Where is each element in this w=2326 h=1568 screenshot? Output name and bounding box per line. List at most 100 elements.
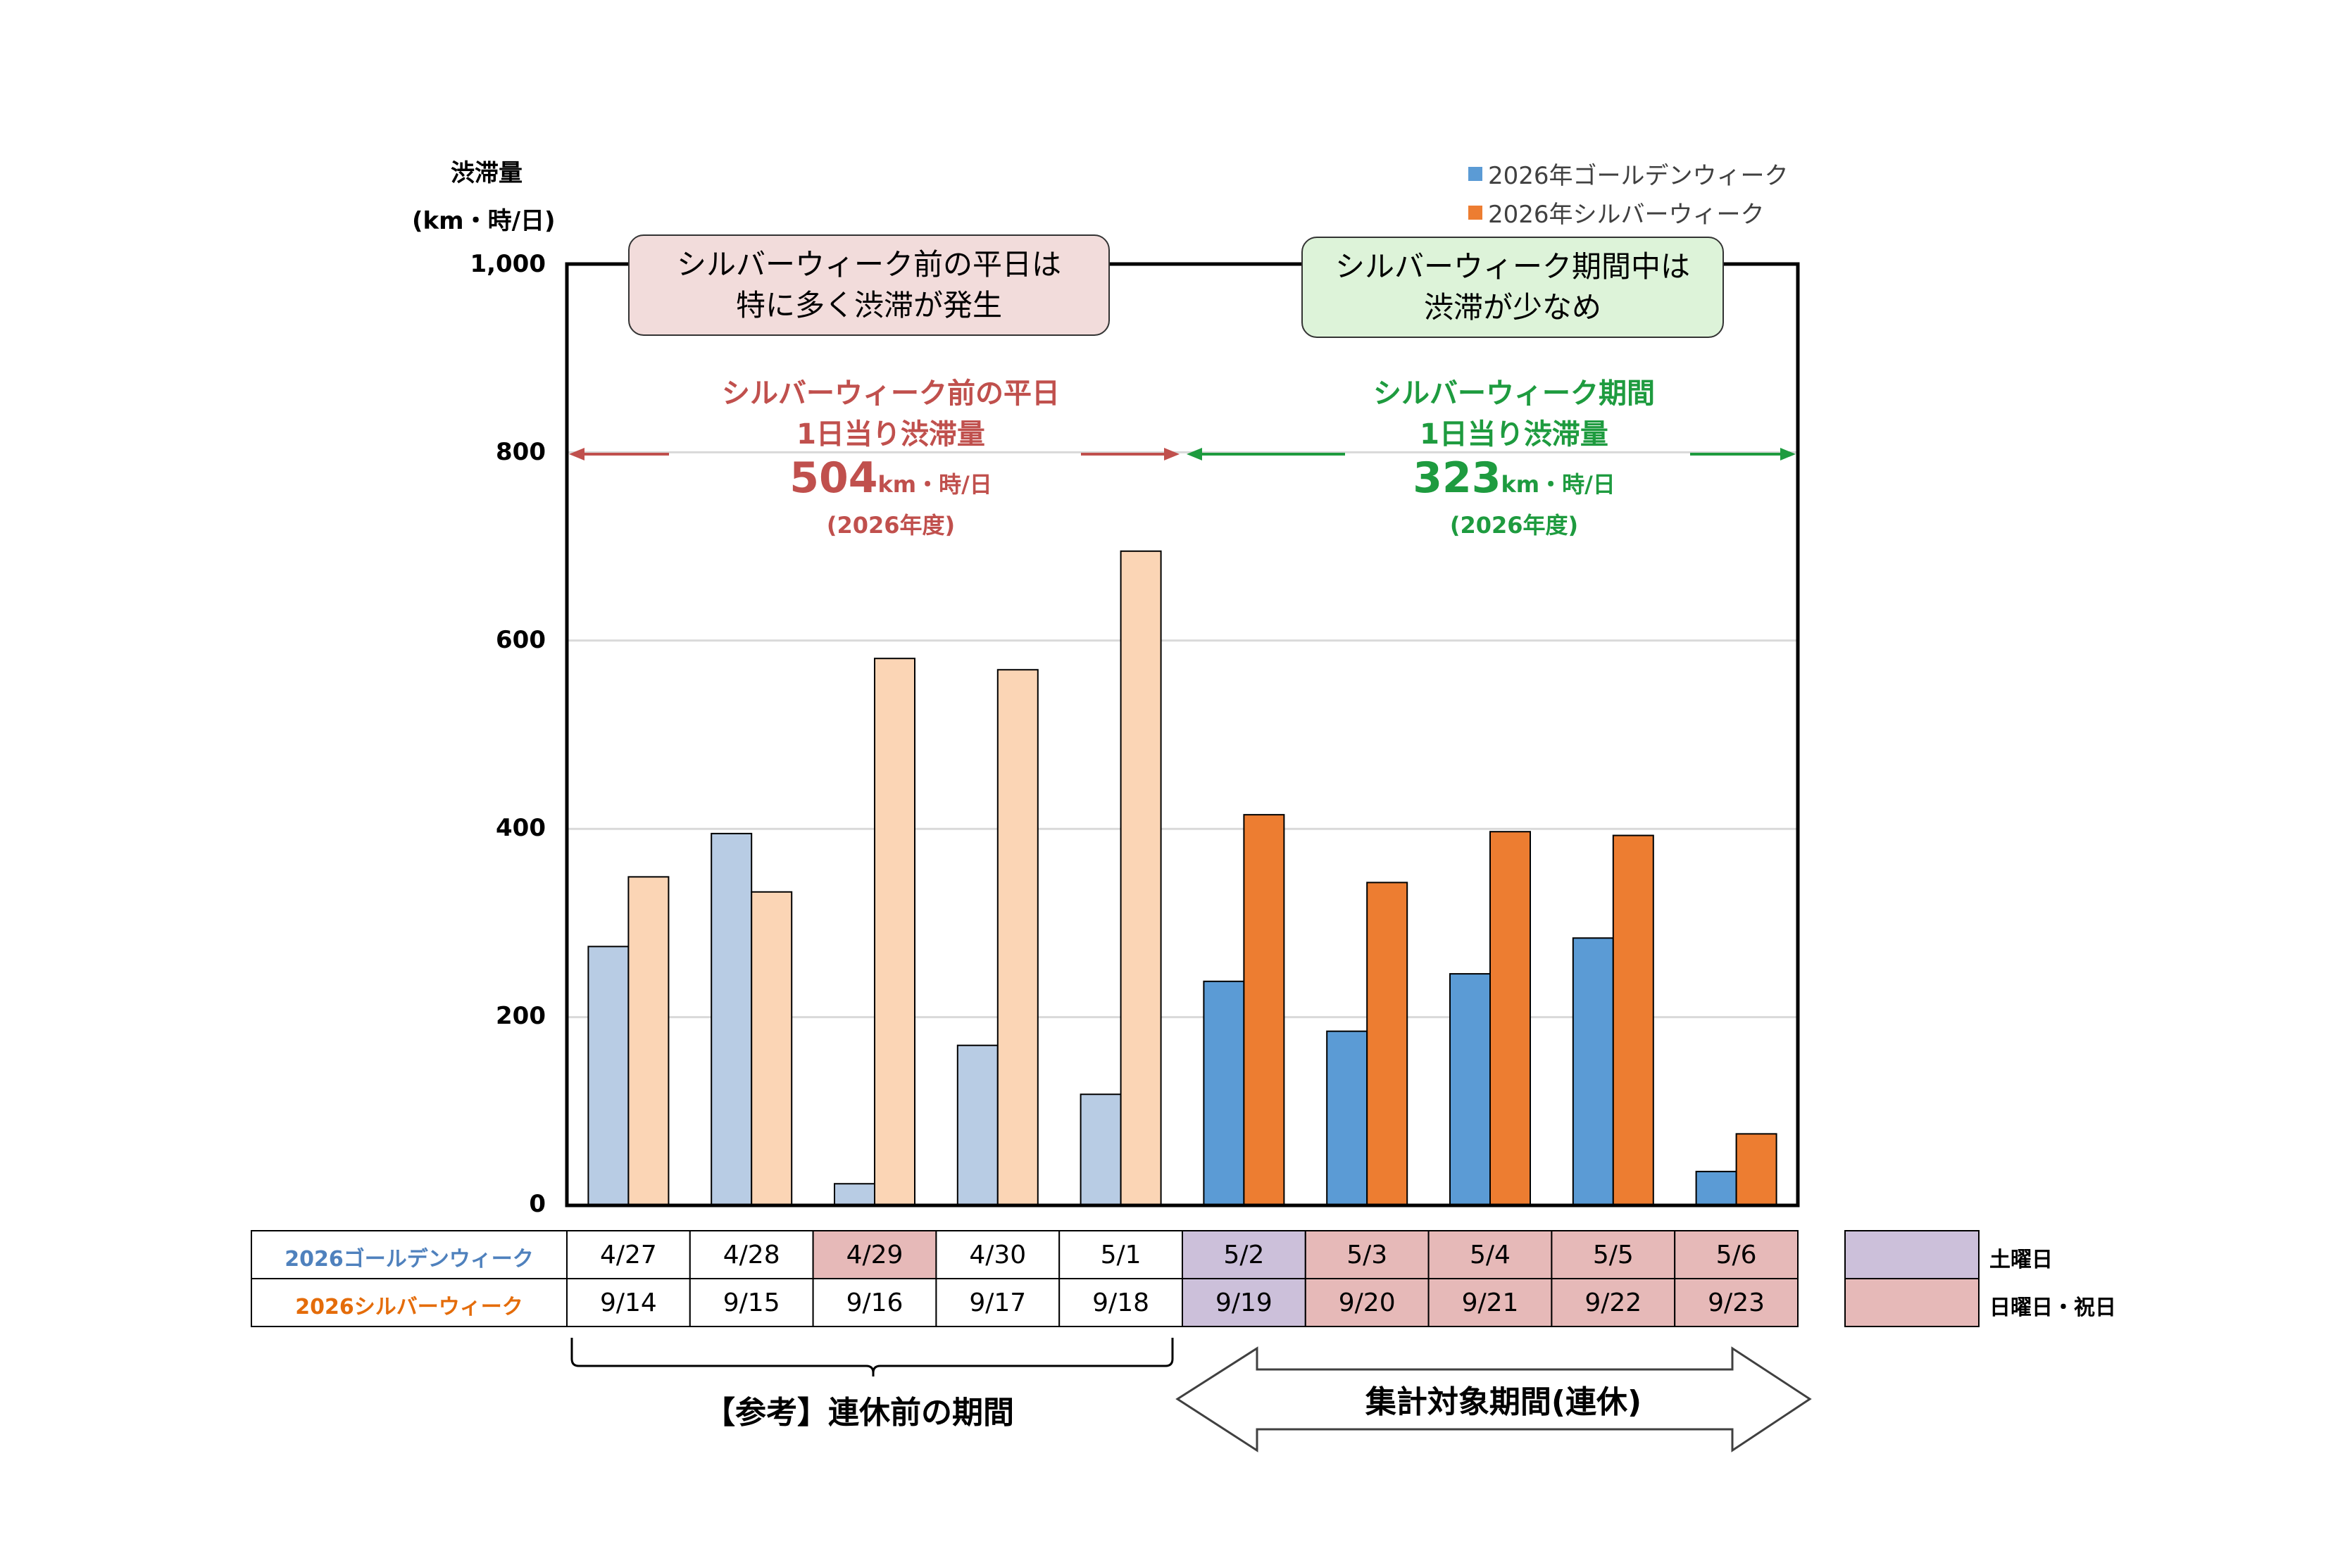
table-cell: 5/2: [1223, 1241, 1265, 1269]
bar-sw-2: [874, 658, 915, 1206]
bar-sw-5: [1243, 814, 1285, 1206]
table-cell-bg: [689, 1230, 814, 1279]
table-cell-bg: [1182, 1278, 1306, 1327]
info-left-line2: 1日当り渋滞量: [796, 418, 985, 451]
table-cell: 9/20: [1338, 1288, 1396, 1317]
bar-gw-0: [587, 946, 630, 1206]
bar-gw-4: [1080, 1093, 1122, 1207]
reference-period-label: 【参考】連休前の期間: [704, 1395, 1014, 1431]
aggregation-period-label: 集計対象期間(連休): [1365, 1384, 1642, 1420]
table-cell-bg: [689, 1278, 814, 1327]
info-left-line1: シルバーウィーク前の平日: [722, 377, 1060, 410]
table-cell-bg: [1674, 1230, 1799, 1279]
date-table-grid: [251, 1230, 1799, 1327]
aggregation-double-arrow: [1175, 1346, 1812, 1453]
bar-gw-8: [1572, 937, 1614, 1206]
bar-gw-7: [1449, 973, 1491, 1207]
holiday-swatch: [1844, 1278, 1980, 1327]
legend-label-gw: 2026年ゴールデンウィーク: [1488, 162, 1789, 190]
left-arrowhead: [569, 448, 584, 460]
y-tick-200: 200: [496, 1002, 546, 1030]
bar-sw-0: [627, 876, 670, 1206]
info-right-value: 323: [1413, 453, 1501, 503]
table-cell: 4/29: [846, 1241, 903, 1269]
bar-gw-6: [1326, 1030, 1368, 1207]
callout-right-line1: シルバーウィーク期間中は: [1334, 249, 1690, 284]
table-cell: 5/4: [1470, 1241, 1511, 1269]
saturday-label: 土曜日: [1989, 1248, 2053, 1272]
legend-label-sw: 2026年シルバーウィーク: [1488, 201, 1765, 229]
callout-left-line1: シルバーウィーク前の平日は: [676, 247, 1061, 282]
green-left-arrowhead: [1187, 448, 1202, 460]
table-cell: 5/5: [1592, 1241, 1634, 1269]
table-cell: 4/30: [969, 1241, 1027, 1269]
bar-sw-1: [751, 891, 793, 1207]
bar-sw-9: [1735, 1133, 1777, 1206]
table-cell: 9/23: [1708, 1288, 1765, 1317]
legend-swatch-sw: [1468, 205, 1482, 220]
table-cell-bg: [935, 1230, 1061, 1279]
callout-right: シルバーウィーク期間中は 渋滞が少なめ: [1301, 237, 1724, 338]
table-cell: 9/14: [599, 1288, 657, 1317]
table-cell: 5/1: [1100, 1241, 1142, 1269]
bar-sw-8: [1612, 834, 1654, 1206]
plot-frame: [565, 262, 1800, 1208]
legend-swatch-gw: [1468, 166, 1482, 181]
table-cell-bg: [1427, 1230, 1553, 1279]
table-cell: 9/17: [969, 1288, 1027, 1317]
legend-item-gw: 2026年ゴールデンウィーク: [1468, 156, 1789, 191]
table-cell-bg: [1304, 1278, 1430, 1327]
y-axis-unit: (km・時/日): [412, 207, 556, 235]
y-axis-title: 渋滞量: [451, 159, 523, 187]
table-cell-bg: [1674, 1278, 1799, 1327]
bar-sw-7: [1489, 831, 1531, 1207]
table-cell-bg: [812, 1278, 937, 1327]
info-left-unit: km・時/日: [877, 471, 992, 498]
bar-sw-6: [1366, 882, 1408, 1207]
info-right-year: (2026年度): [1449, 512, 1579, 539]
y-tick-1000: 1,000: [470, 250, 546, 278]
info-left: シルバーウィーク前の平日 1日当り渋滞量 504km・時/日 (2026年度): [662, 373, 1120, 546]
bar-gw-3: [956, 1044, 999, 1206]
reference-bracket: [570, 1338, 1174, 1376]
table-cell-bg: [1182, 1230, 1306, 1279]
table-cell: 4/28: [723, 1241, 780, 1269]
info-left-value: 504: [789, 453, 878, 503]
table-row1-label: 2026ゴールデンウィーク: [285, 1247, 534, 1272]
legend-item-sw: 2026年シルバーウィーク: [1468, 195, 1789, 230]
bar-sw-4: [1120, 550, 1162, 1206]
right-arrowhead-red: [1164, 448, 1180, 460]
table-cell: 5/3: [1346, 1241, 1388, 1269]
table-row2-label: 2026シルバーウィーク: [295, 1295, 523, 1319]
bars: [587, 550, 1777, 1207]
info-right-line1: シルバーウィーク期間: [1373, 377, 1655, 410]
table-label-cell-1: [251, 1278, 568, 1327]
bar-gw-9: [1695, 1170, 1737, 1207]
table-cell: 9/15: [723, 1288, 780, 1317]
table-cell-bg: [1058, 1278, 1183, 1327]
table-cell-bg: [1551, 1278, 1676, 1327]
table-cell: 9/22: [1584, 1288, 1642, 1317]
saturday-swatch: [1844, 1230, 1980, 1279]
bar-gw-2: [834, 1183, 875, 1207]
table-cell: 9/19: [1215, 1288, 1273, 1317]
y-tick-600: 600: [496, 626, 546, 654]
y-tick-400: 400: [496, 814, 546, 842]
legend: 2026年ゴールデンウィーク 2026年シルバーウィーク: [1468, 156, 1789, 230]
info-right-unit: km・時/日: [1501, 471, 1615, 498]
table-cell: 4/27: [599, 1241, 657, 1269]
bar-gw-1: [711, 832, 753, 1206]
table-cell: 9/21: [1461, 1288, 1519, 1317]
green-right-arrowhead: [1780, 448, 1796, 460]
holiday-label: 日曜日・祝日: [1989, 1296, 2116, 1320]
table-cell: 9/16: [846, 1288, 903, 1317]
y-tick-0: 0: [529, 1190, 546, 1218]
bar-gw-5: [1203, 980, 1245, 1206]
info-right-line2: 1日当り渋滞量: [1420, 418, 1608, 451]
y-tick-800: 800: [496, 438, 546, 466]
callout-left: シルバーウィーク前の平日は 特に多く渋滞が発生: [628, 234, 1110, 336]
table-cell: 9/18: [1092, 1288, 1149, 1317]
table-cell: 5/6: [1715, 1241, 1757, 1269]
table-cell-bg: [1427, 1278, 1553, 1327]
